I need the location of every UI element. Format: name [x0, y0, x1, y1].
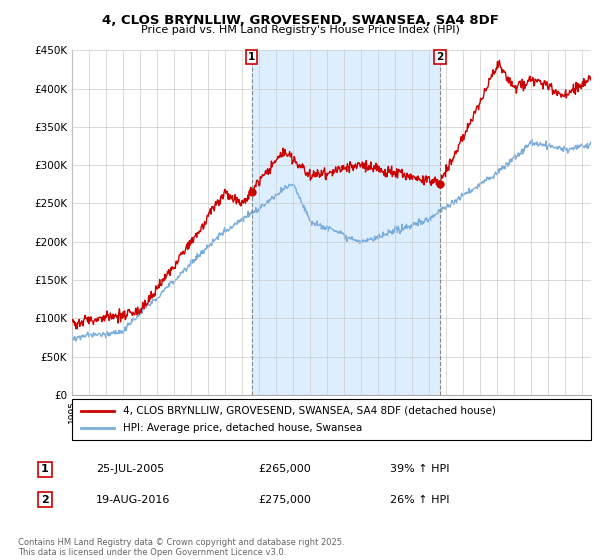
- Text: 2: 2: [41, 494, 49, 505]
- Text: 26% ↑ HPI: 26% ↑ HPI: [390, 494, 449, 505]
- Text: 39% ↑ HPI: 39% ↑ HPI: [390, 464, 449, 474]
- Text: 4, CLOS BRYNLLIW, GROVESEND, SWANSEA, SA4 8DF: 4, CLOS BRYNLLIW, GROVESEND, SWANSEA, SA…: [101, 14, 499, 27]
- Text: 1: 1: [248, 52, 256, 62]
- Text: HPI: Average price, detached house, Swansea: HPI: Average price, detached house, Swan…: [123, 423, 362, 433]
- Text: 19-AUG-2016: 19-AUG-2016: [96, 494, 170, 505]
- Text: 4, CLOS BRYNLLIW, GROVESEND, SWANSEA, SA4 8DF (detached house): 4, CLOS BRYNLLIW, GROVESEND, SWANSEA, SA…: [123, 405, 496, 416]
- Text: Price paid vs. HM Land Registry's House Price Index (HPI): Price paid vs. HM Land Registry's House …: [140, 25, 460, 35]
- Text: 1: 1: [41, 464, 49, 474]
- Text: £265,000: £265,000: [258, 464, 311, 474]
- Text: 2: 2: [436, 52, 443, 62]
- Text: 25-JUL-2005: 25-JUL-2005: [96, 464, 164, 474]
- Text: £275,000: £275,000: [258, 494, 311, 505]
- Bar: [251, 50, 440, 395]
- Text: Contains HM Land Registry data © Crown copyright and database right 2025.
This d: Contains HM Land Registry data © Crown c…: [18, 538, 344, 557]
